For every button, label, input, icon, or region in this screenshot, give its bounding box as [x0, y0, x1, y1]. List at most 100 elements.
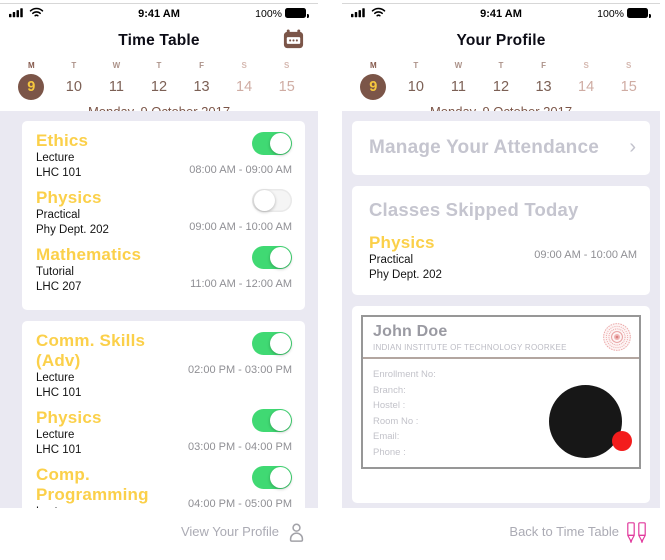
student-name: John Doe	[373, 323, 448, 340]
class-type: Practical	[36, 209, 81, 221]
page-title: Time Table	[118, 32, 200, 49]
date-cell[interactable]: 9	[352, 74, 395, 100]
class-room: LHC 101	[36, 387, 82, 399]
week-date-row: 9 10 11 12 13 14 15	[0, 73, 318, 101]
class-name: Ethics	[36, 131, 89, 150]
class-entry: Physics Practical Phy Dept. 202 09:00 AM…	[36, 188, 292, 238]
date-cell[interactable]: 10	[407, 79, 424, 95]
student-id-card: John Doe INDIAN INSTITUTE OF TECHNOLOGY …	[361, 315, 641, 469]
attendance-toggle[interactable]	[252, 246, 292, 269]
class-name: Physics	[36, 188, 102, 207]
timetable-content: Ethics Lecture LHC 101 08:00 AM - 09:00 …	[0, 111, 318, 508]
date-cell[interactable]: 12	[492, 79, 510, 95]
attendance-toggle[interactable]	[252, 466, 292, 489]
date-cell[interactable]: 12	[150, 79, 168, 95]
date-cell[interactable]: 11	[108, 79, 124, 95]
date-cell[interactable]: 11	[450, 79, 466, 95]
class-room: LHC 101	[36, 167, 82, 179]
class-room: LHC 207	[36, 281, 82, 293]
id-field-hostel: Hostel :	[373, 400, 406, 411]
date-cell[interactable]: 14	[578, 79, 595, 95]
battery-icon	[285, 5, 309, 23]
date-cell[interactable]: 13	[535, 79, 552, 95]
page-title: Your Profile	[456, 32, 546, 49]
classes-skipped-card: Classes Skipped Today Physics Practical …	[352, 186, 650, 295]
institute-seal-icon	[602, 322, 632, 352]
class-type: Lecture	[36, 152, 75, 164]
class-type: Tutorial	[36, 266, 74, 278]
footer-label: Back to Time Table	[509, 524, 619, 539]
class-room: LHC 101	[36, 444, 82, 456]
status-bar: 9:41 AM 100%	[0, 6, 318, 22]
attendance-toggle[interactable]	[252, 189, 292, 212]
class-name: Comp. Programming	[36, 465, 149, 504]
date-cell[interactable]: 10	[65, 79, 82, 95]
calendar-icon[interactable]	[282, 28, 305, 51]
class-time: 11:00 AM - 12:00 AM	[190, 278, 292, 290]
class-time: 09:00 AM - 10:00 AM	[189, 221, 292, 233]
class-entry: Comm. Skills (Adv) Lecture LHC 101 02:00…	[36, 331, 292, 401]
attendance-toggle[interactable]	[252, 332, 292, 355]
afternoon-classes-card: Comm. Skills (Adv) Lecture LHC 101 02:00…	[22, 321, 305, 508]
manage-attendance-label: Manage Your Attendance	[369, 137, 599, 158]
footer-label: View Your Profile	[180, 524, 279, 539]
class-time: 08:00 AM - 09:00 AM	[189, 164, 292, 176]
class-type: Lecture	[36, 505, 174, 508]
back-to-timetable-link[interactable]: Back to Time Table	[342, 508, 660, 560]
date-cell[interactable]: 13	[193, 79, 210, 95]
red-notification-dot	[612, 431, 632, 451]
view-profile-link[interactable]: View Your Profile	[0, 508, 318, 560]
class-time: 02:00 PM - 03:00 PM	[188, 364, 292, 376]
person-icon	[286, 521, 307, 543]
class-entry: Comp. Programming Lecture LHC 101 04:00 …	[36, 465, 292, 508]
skipped-class-entry: Physics Practical Phy Dept. 202 09:00 AM…	[369, 233, 637, 283]
signal-icon	[351, 5, 367, 23]
class-type: Lecture	[36, 429, 75, 441]
date-cell[interactable]: 15	[620, 79, 637, 95]
id-card-container: John Doe INDIAN INSTITUTE OF TECHNOLOGY …	[352, 306, 650, 503]
class-name: Physics	[369, 233, 435, 252]
status-time: 9:41 AM	[480, 8, 522, 20]
class-entry: Ethics Lecture LHC 101 08:00 AM - 09:00 …	[36, 131, 292, 181]
week-date-row: 9 10 11 12 13 14 15	[342, 73, 660, 101]
id-field-enrollment: Enrollment No:	[373, 369, 436, 380]
date-cell[interactable]: 9	[10, 74, 53, 100]
id-field-email: Email:	[373, 431, 400, 442]
class-type: Lecture	[36, 372, 75, 384]
chevron-right-icon: ›	[629, 136, 636, 158]
signal-icon	[9, 5, 25, 23]
morning-classes-card: Ethics Lecture LHC 101 08:00 AM - 09:00 …	[22, 121, 305, 310]
class-room: Phy Dept. 202	[369, 269, 442, 281]
attendance-toggle[interactable]	[252, 132, 292, 155]
institute-name: INDIAN INSTITUTE OF TECHNOLOGY ROORKEE	[373, 343, 567, 352]
id-field-branch: Branch:	[373, 384, 406, 396]
class-name: Physics	[36, 408, 102, 427]
attendance-toggle[interactable]	[252, 409, 292, 432]
class-type: Practical	[369, 254, 414, 266]
profile-content: Manage Your Attendance › Classes Skipped…	[342, 111, 660, 508]
date-cell[interactable]: 15	[278, 79, 295, 95]
status-time: 9:41 AM	[138, 8, 180, 20]
battery-percent: 100%	[255, 8, 282, 20]
classes-skipped-heading: Classes Skipped Today	[369, 199, 579, 220]
manage-attendance-button[interactable]: Manage Your Attendance ›	[352, 121, 650, 175]
class-time: 09:00 AM - 10:00 AM	[534, 249, 637, 261]
photo-placeholder	[549, 385, 622, 458]
wifi-icon	[29, 5, 44, 23]
class-entry: Physics Lecture LHC 101 03:00 PM - 04:00…	[36, 408, 292, 458]
date-cell[interactable]: 14	[236, 79, 253, 95]
class-time: 04:00 PM - 05:00 PM	[188, 498, 292, 508]
battery-icon	[627, 5, 651, 23]
class-name: Mathematics	[36, 245, 142, 264]
class-room: Phy Dept. 202	[36, 224, 109, 236]
id-field-room: Room No :	[373, 415, 419, 427]
wifi-icon	[371, 5, 386, 23]
id-field-phone: Phone :	[373, 446, 406, 458]
class-name: Comm. Skills (Adv)	[36, 331, 146, 370]
pencils-icon	[626, 521, 649, 545]
status-bar: 9:41 AM 100%	[342, 6, 660, 22]
